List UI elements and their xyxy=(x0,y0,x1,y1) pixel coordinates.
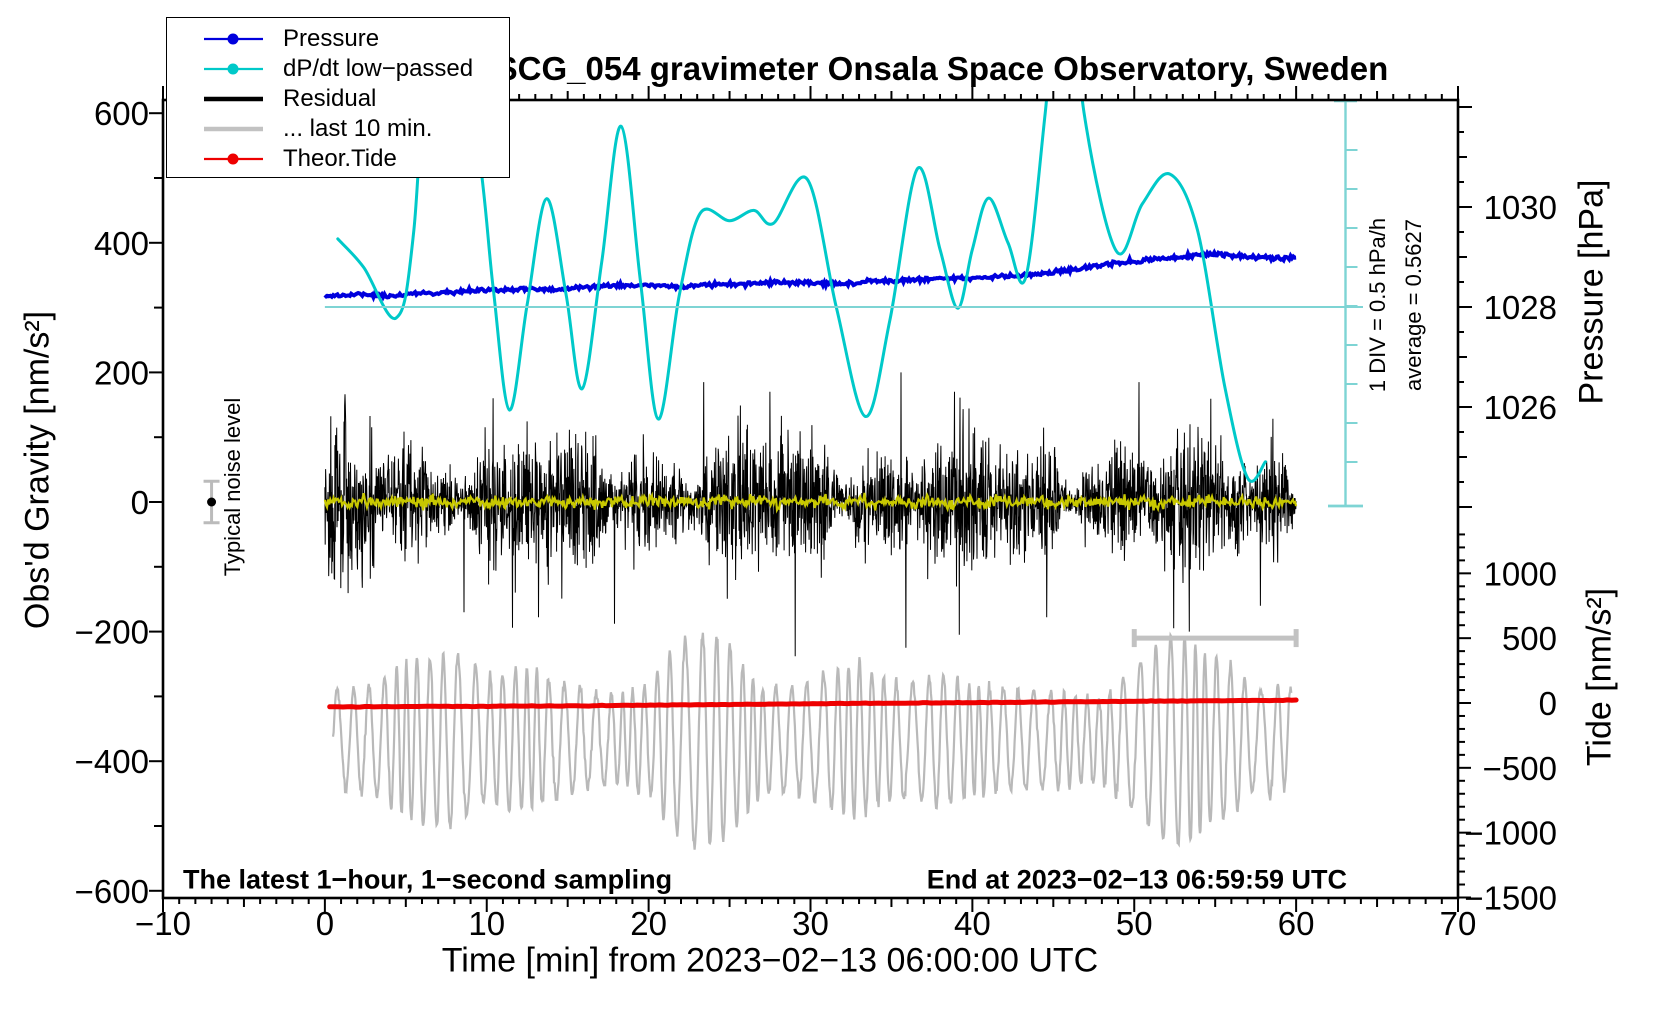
dpdt-curve xyxy=(336,100,1267,483)
plot-area xyxy=(323,100,1299,850)
gravity-tick-label: 0 xyxy=(131,484,149,521)
x-tick-label: 70 xyxy=(1440,905,1477,942)
x-tick-label: 40 xyxy=(954,905,991,942)
pressure-axis-title: Pressure [hPa] xyxy=(1572,179,1611,405)
x-tick-label: 50 xyxy=(1116,905,1153,942)
legend-item-dpdt: dP/dt low−passed xyxy=(167,54,509,84)
gravity-tick-label: −200 xyxy=(75,614,149,651)
tide-tick-label: −1500 xyxy=(1464,879,1557,916)
x-tick-label: 60 xyxy=(1278,905,1315,942)
gravity-tick-label: 400 xyxy=(94,225,149,262)
legend-label: Pressure xyxy=(283,25,380,52)
theor-tide-curve xyxy=(327,697,1299,710)
div-average-label: average = 0.5627 xyxy=(1401,219,1426,391)
pressure-tick-label: 1028 xyxy=(1484,289,1557,326)
gravity-tick-label: 600 xyxy=(94,95,149,132)
gravity-tick-label: −400 xyxy=(75,743,149,780)
x-tick-label: 10 xyxy=(468,905,505,942)
legend-swatch-theortide-icon xyxy=(204,153,263,165)
sampling-note: The latest 1−hour, 1−second sampling xyxy=(183,864,673,895)
tide-tick-label: −1000 xyxy=(1464,815,1557,852)
legend-label: Theor.Tide xyxy=(283,145,397,172)
gravity-tick-label: −600 xyxy=(75,873,149,910)
last10min-curve xyxy=(331,631,1293,850)
legend-swatch-residual-icon xyxy=(204,96,263,102)
legend: Pressure dP/dt low−passed Residual ... l… xyxy=(166,17,510,178)
x-tick-label: 20 xyxy=(630,905,667,942)
pressure-tick-label: 1030 xyxy=(1484,189,1557,226)
page-title: SCG_054 gravimeter Onsala Space Observat… xyxy=(495,50,1389,87)
end-time-note: End at 2023−02−13 06:59:59 UTC xyxy=(926,864,1347,895)
legend-label: ... last 10 min. xyxy=(283,115,433,142)
x-axis-title: Time [min] from 2023−02−13 06:00:00 UTC xyxy=(441,941,1099,980)
legend-item-residual: Residual xyxy=(167,84,509,114)
residual-curve xyxy=(324,372,1297,657)
legend-swatch-pressure-icon xyxy=(204,33,263,45)
gravity-axis-title: Obs'd Gravity [nm/s²] xyxy=(18,310,57,630)
tide-tick-label: −500 xyxy=(1483,750,1557,787)
legend-swatch-last10-icon xyxy=(204,126,263,132)
pressure-tick-label: 1026 xyxy=(1484,389,1557,426)
legend-swatch-dpdt-icon xyxy=(204,63,263,75)
tide-tick-label: 1000 xyxy=(1484,555,1557,592)
x-tick-label: −10 xyxy=(135,905,191,942)
legend-label: dP/dt low−passed xyxy=(283,55,474,82)
x-tick-label: 0 xyxy=(316,905,334,942)
legend-item-theortide: Theor.Tide xyxy=(167,144,509,174)
noise-marker-dot xyxy=(207,497,217,507)
div-scale-label: 1 DIV = 0.5 hPa/h xyxy=(1365,217,1390,393)
legend-item-last10: ... last 10 min. xyxy=(167,114,509,144)
tide-tick-label: 0 xyxy=(1539,685,1557,722)
tide-tick-label: 500 xyxy=(1502,620,1557,657)
noise-level-label: Typical noise level xyxy=(220,397,245,577)
pressure-curve xyxy=(323,247,1297,303)
residual-lowpass-curve xyxy=(323,491,1298,514)
legend-item-pressure: Pressure xyxy=(167,24,509,54)
legend-label: Residual xyxy=(283,85,377,112)
tide-axis-title: Tide [nm/s²] xyxy=(1580,587,1619,767)
gravity-tick-label: 200 xyxy=(94,354,149,391)
x-tick-label: 30 xyxy=(792,905,829,942)
